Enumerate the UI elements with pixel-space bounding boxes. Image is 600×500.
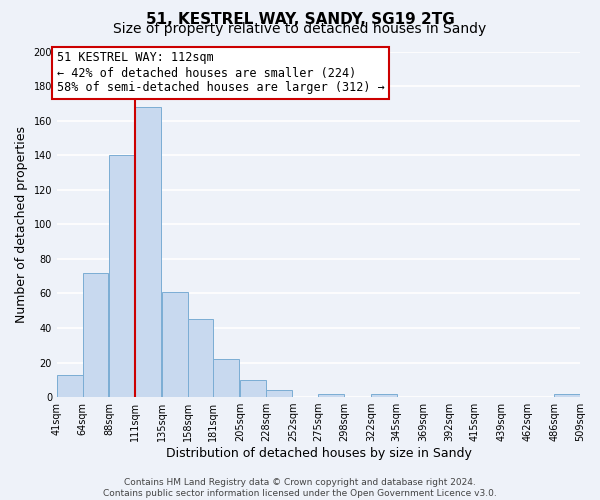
Bar	[319, 394, 344, 397]
Bar	[162, 292, 188, 397]
Bar	[135, 107, 161, 397]
Bar	[266, 390, 292, 397]
Bar	[214, 359, 239, 397]
Bar	[554, 394, 580, 397]
Y-axis label: Number of detached properties: Number of detached properties	[15, 126, 28, 323]
Bar	[371, 394, 397, 397]
Text: Contains HM Land Registry data © Crown copyright and database right 2024.
Contai: Contains HM Land Registry data © Crown c…	[103, 478, 497, 498]
Bar	[240, 380, 266, 397]
Text: 51, KESTREL WAY, SANDY, SG19 2TG: 51, KESTREL WAY, SANDY, SG19 2TG	[146, 12, 454, 28]
Bar	[109, 155, 135, 397]
Bar	[83, 272, 109, 397]
Bar	[188, 320, 214, 397]
Text: 51 KESTREL WAY: 112sqm
← 42% of detached houses are smaller (224)
58% of semi-de: 51 KESTREL WAY: 112sqm ← 42% of detached…	[57, 52, 385, 94]
Bar	[57, 374, 83, 397]
X-axis label: Distribution of detached houses by size in Sandy: Distribution of detached houses by size …	[166, 447, 472, 460]
Text: Size of property relative to detached houses in Sandy: Size of property relative to detached ho…	[113, 22, 487, 36]
